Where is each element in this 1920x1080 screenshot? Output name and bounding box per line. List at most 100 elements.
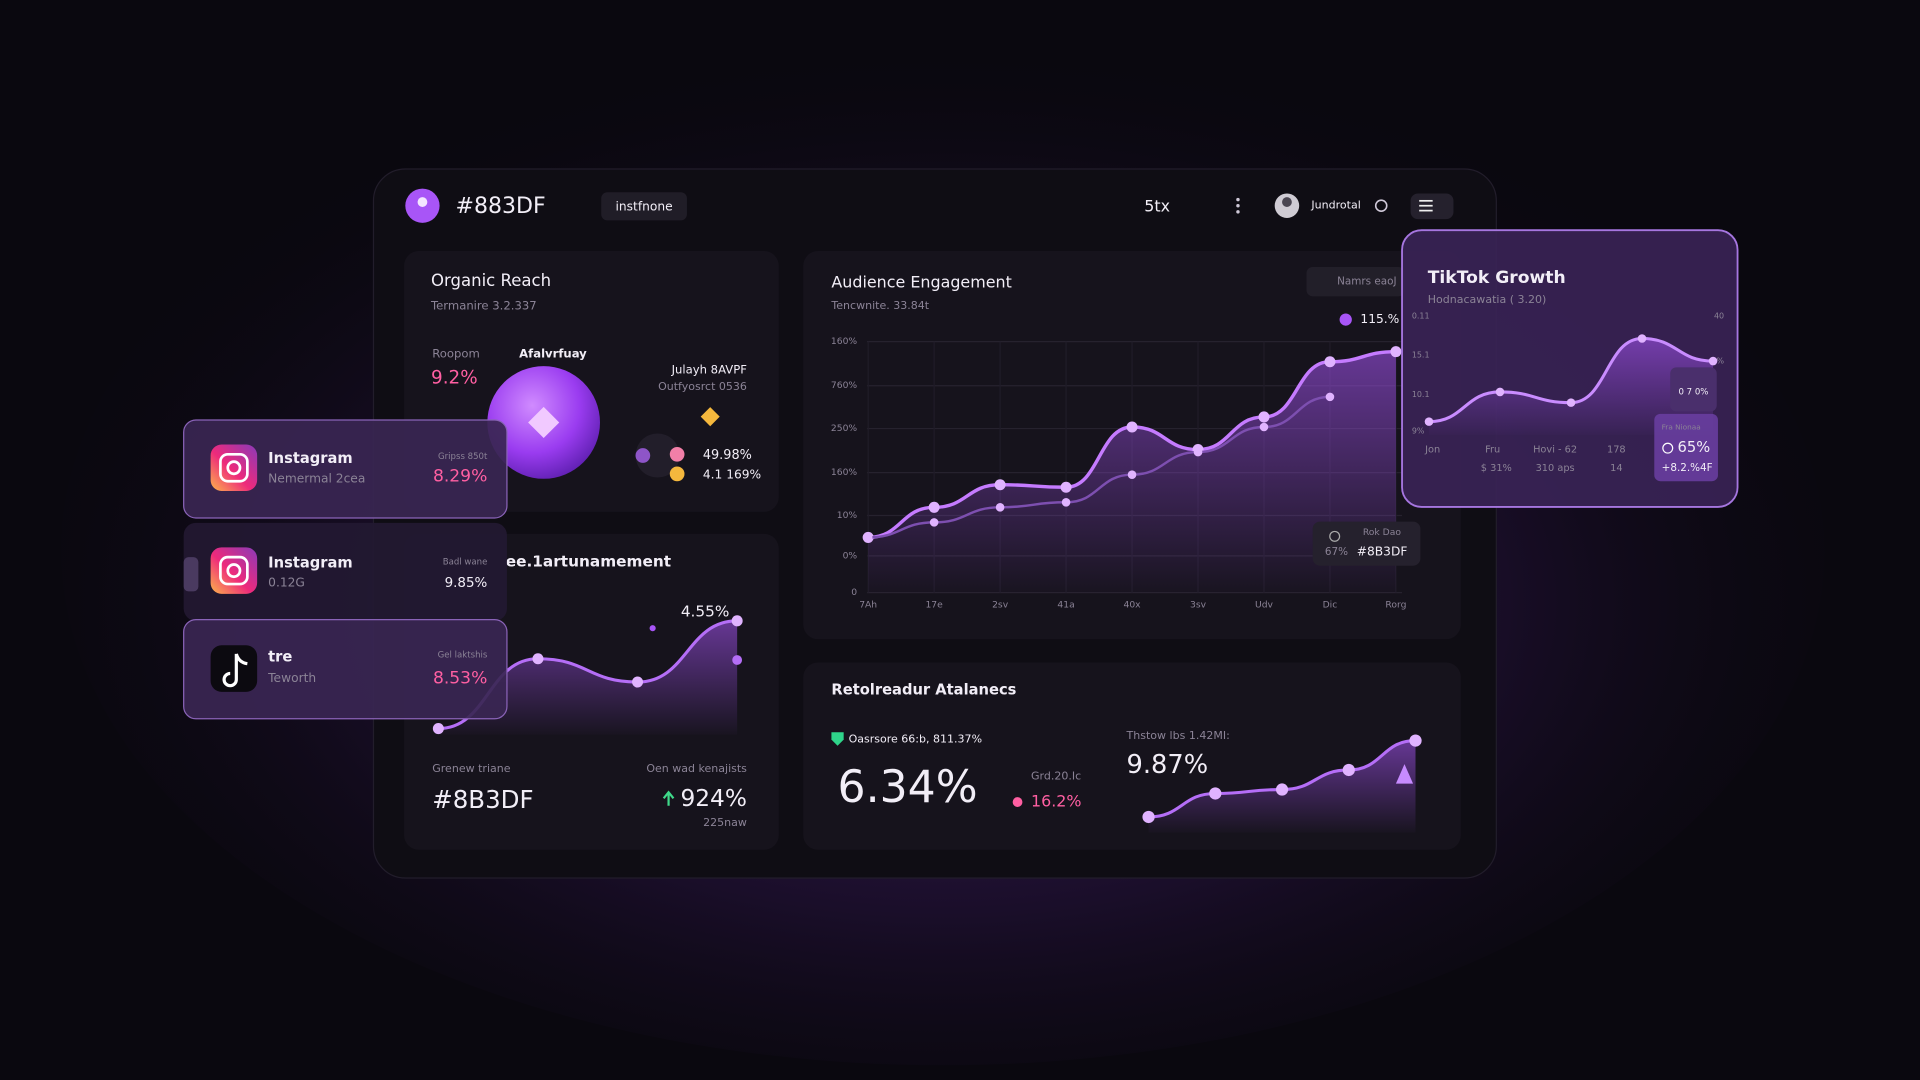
y-tick-label: 0%: [843, 550, 858, 561]
avatar-head: [417, 197, 428, 207]
y-tick-label: 250%: [831, 423, 858, 434]
chip-label: instfnone: [616, 199, 673, 213]
account-card[interactable]: [183, 618, 508, 720]
main-value: 6.34%: [838, 762, 978, 813]
point: [1060, 481, 1072, 493]
instagram-glyph: [219, 452, 249, 483]
metric-label: Roopom: [432, 346, 480, 360]
point: [1495, 387, 1505, 397]
account-label: Badl wane: [443, 558, 488, 568]
point: [1566, 398, 1576, 407]
orb-label: Afalvrfuay: [519, 346, 587, 360]
area: [438, 620, 738, 735]
bell-icon: [1395, 764, 1414, 784]
left-label: Grenew triane: [432, 762, 511, 775]
user-avatar-head: [1282, 197, 1292, 207]
point: [731, 615, 743, 627]
more-menu[interactable]: [1236, 197, 1240, 214]
account-label: Gripss 850t: [438, 452, 488, 462]
point: [1142, 810, 1155, 824]
selection-pill: [183, 557, 199, 592]
account-name: Instagram: [268, 450, 353, 467]
left-value: #8B3DF: [432, 785, 533, 814]
account-name: Instagram: [268, 554, 353, 571]
accent-dot: [732, 655, 743, 665]
instagram-glyph: [226, 460, 242, 476]
tiktok-chart: [1424, 334, 1718, 435]
x-tick-label: 41a: [1057, 599, 1074, 610]
box-delta: +8.2.%4F: [1662, 462, 1713, 474]
card-title: ee.1artunamement: [506, 553, 671, 571]
point: [1409, 734, 1422, 747]
peak-label: 4.55%: [681, 603, 730, 621]
x-tick-label: Rorg: [1385, 599, 1406, 610]
account-card[interactable]: [183, 522, 507, 621]
x-sublabel: 310 aps: [1536, 463, 1575, 474]
delta-icon: [1012, 797, 1023, 807]
card-title: Organic Reach: [431, 271, 551, 290]
y-tick-label: 0: [851, 587, 857, 598]
x-tick-label: Jon: [1424, 444, 1440, 455]
filter-button[interactable]: [1306, 266, 1405, 297]
diamond-icon: [700, 407, 720, 427]
point: [1275, 783, 1289, 796]
status-icon: [831, 732, 844, 746]
legend-dot: [669, 446, 685, 462]
account-name: tre: [268, 649, 292, 666]
right-label: Oen wad kenajists: [646, 762, 747, 775]
account-card[interactable]: [183, 419, 508, 519]
delta-value: 16.2%: [1031, 792, 1082, 811]
right-note: 225naw: [703, 816, 747, 829]
instagram-icon: [210, 444, 258, 492]
account-value: 9.85%: [445, 576, 488, 591]
tooltip-code: #8B3DF: [1357, 545, 1408, 559]
trend-value: 9.87%: [1127, 750, 1209, 780]
card-subtitle: Hodnacawatia ( 3.20): [1428, 293, 1547, 306]
legend-label: 115.%: [1360, 312, 1399, 326]
card-title: Retolreadur Atalanecs: [831, 682, 1016, 699]
point: [1126, 421, 1138, 433]
tooltip: [1312, 521, 1421, 566]
filter-label: Namrs eaoJ: [1337, 276, 1396, 288]
brand: #883DF: [456, 194, 546, 219]
chip[interactable]: [601, 192, 687, 221]
trend-label: Thstow lbs 1.42MI:: [1126, 729, 1230, 742]
account-label: Gel laktshis: [438, 651, 488, 661]
box-label: Fra Nionaa: [1662, 422, 1701, 431]
x-tick-label: 40x: [1123, 599, 1141, 610]
metric-value: 9.2%: [431, 367, 478, 388]
box-icon: [1662, 442, 1674, 454]
up-arrow: [662, 790, 675, 806]
accent-dot: [649, 625, 656, 632]
account-sub: 0.12G: [268, 575, 305, 589]
legend-dot: [1339, 313, 1352, 326]
legend-backdrop: [635, 433, 680, 478]
point: [432, 723, 444, 735]
card-title: TikTok Growth: [1428, 268, 1566, 288]
tab[interactable]: 5tx: [1144, 196, 1170, 215]
delta-label: Grd.20.Ic: [1031, 769, 1081, 782]
legend-value: 4.1 169%: [703, 468, 761, 482]
stat-box: [1654, 413, 1718, 482]
retention-chart: [1142, 734, 1422, 833]
box-value: 65%: [1678, 439, 1711, 456]
area: [1148, 740, 1416, 833]
tooltip-icon: [1329, 530, 1341, 542]
y-tick-label: 9%: [1412, 427, 1425, 436]
settings-icon[interactable]: [1374, 199, 1388, 213]
instagram-glyph: [219, 555, 249, 586]
legend-value: 49.98%: [703, 448, 752, 463]
account-sub: Nemermal 2cea: [268, 471, 365, 485]
account-value: 8.53%: [433, 668, 487, 688]
tiktok-glyph: [222, 653, 248, 688]
point: [1424, 417, 1434, 426]
x-tick-label: Hovi - 62: [1533, 444, 1577, 455]
accounts-list: Instagram Nemermal 2cea Gripss 850t 8.29…: [183, 419, 508, 720]
x-tick-label: 178: [1607, 444, 1626, 455]
point: [994, 479, 1006, 491]
legend-dot: [635, 448, 651, 463]
x-tick-label: 3sv: [1190, 599, 1207, 610]
